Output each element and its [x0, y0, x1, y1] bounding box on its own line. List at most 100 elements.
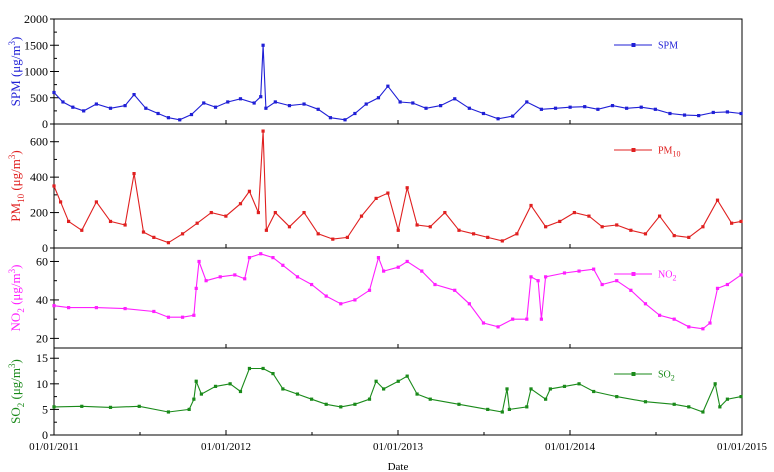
data-point-so2-44 [701, 410, 705, 414]
data-point-so2-43 [687, 405, 691, 409]
data-point-so2-27 [428, 397, 432, 401]
data-point-spm-7 [132, 93, 136, 97]
data-point-so2-28 [457, 402, 461, 406]
data-point-so2-38 [577, 382, 581, 386]
data-point-spm-35 [453, 97, 457, 101]
data-point-spm-50 [668, 111, 672, 116]
data-point-pm10-44 [600, 225, 604, 229]
data-point-spm-3 [82, 109, 86, 113]
data-point-no2-39 [544, 275, 548, 279]
data-point-no2-37 [536, 279, 540, 283]
data-point-spm-42 [553, 106, 558, 110]
data-point-so2-25 [405, 374, 409, 378]
data-point-so2-32 [507, 407, 511, 412]
data-point-spm-34 [439, 104, 443, 108]
data-point-no2-29 [433, 282, 437, 287]
data-point-pm10-41 [558, 219, 562, 224]
data-point-pm10-2 [66, 219, 71, 224]
data-point-so2-1 [80, 404, 84, 408]
data-point-pm10-52 [715, 198, 720, 202]
data-point-no2-50 [701, 327, 705, 331]
data-point-no2-35 [525, 317, 529, 321]
data-point-pm10-48 [657, 214, 662, 218]
data-point-no2-7 [192, 313, 196, 317]
data-point-no2-33 [496, 325, 500, 329]
data-point-no2-15 [259, 252, 263, 256]
data-point-pm10-30 [405, 186, 409, 190]
y-axis-label-spm: SPM (μg/m3) [7, 37, 23, 107]
data-point-spm-52 [697, 114, 701, 118]
data-point-pm10-8 [141, 230, 146, 234]
data-point-no2-36 [529, 275, 533, 279]
data-point-pm10-6 [123, 223, 127, 227]
data-point-spm-25 [328, 116, 333, 120]
data-point-pm10-14 [224, 214, 228, 218]
data-point-so2-3 [137, 404, 141, 408]
data-point-pm10-38 [515, 232, 519, 236]
data-point-spm-51 [682, 113, 687, 117]
data-point-pm10-11 [180, 232, 185, 236]
data-point-spm-6 [123, 104, 127, 108]
data-point-so2-19 [339, 405, 343, 409]
data-point-so2-12 [247, 366, 252, 371]
y-tick-label-so2-0: 0 [42, 428, 48, 442]
data-point-no2-23 [367, 288, 372, 292]
data-point-spm-32 [411, 101, 415, 105]
data-point-pm10-0 [52, 184, 56, 188]
series-line-so2 [53, 367, 742, 413]
data-point-pm10-27 [374, 196, 378, 200]
data-point-no2-17 [281, 263, 285, 267]
legend-marker-pm10 [631, 148, 636, 152]
data-point-so2-36 [548, 387, 552, 391]
data-point-no2-27 [405, 259, 409, 264]
data-point-so2-47 [725, 397, 730, 401]
x-tick-label-4: 01/01/2015 [717, 441, 768, 453]
panel-frame-spm [53, 18, 743, 125]
x-tick-label-0: 01/01/2011 [29, 441, 79, 453]
data-point-pm10-20 [273, 210, 277, 215]
data-point-pm10-17 [256, 210, 260, 215]
data-point-spm-28 [364, 102, 368, 106]
data-point-spm-31 [398, 100, 402, 104]
data-point-so2-13 [261, 366, 265, 371]
y-tick-label-no2-0: 20 [36, 331, 48, 345]
data-point-spm-17 [252, 101, 256, 105]
y-tick-label-pm10-1: 200 [30, 206, 48, 220]
data-point-so2-42 [672, 402, 676, 406]
data-point-no2-54 [739, 273, 743, 277]
data-point-no2-10 [204, 279, 208, 283]
data-point-no2-13 [243, 277, 247, 281]
data-point-spm-49 [653, 107, 657, 111]
data-point-no2-25 [382, 269, 386, 273]
data-point-spm-11 [178, 118, 182, 122]
data-point-so2-33 [525, 405, 529, 409]
data-point-pm10-26 [359, 214, 364, 218]
data-point-no2-53 [725, 282, 730, 287]
data-point-no2-47 [657, 313, 662, 317]
data-point-no2-2 [94, 306, 98, 310]
data-point-no2-52 [715, 286, 720, 290]
data-point-spm-45 [596, 107, 600, 111]
data-point-no2-41 [577, 269, 581, 273]
data-point-so2-37 [562, 384, 567, 388]
data-point-no2-30 [453, 288, 457, 292]
data-point-pm10-35 [471, 232, 476, 236]
data-point-pm10-9 [152, 235, 156, 239]
data-point-spm-15 [226, 100, 230, 104]
data-point-no2-45 [629, 288, 633, 292]
data-point-no2-26 [396, 265, 400, 269]
data-point-no2-12 [233, 273, 237, 277]
data-point-pm10-53 [730, 221, 734, 225]
data-point-spm-19 [261, 43, 265, 47]
data-point-so2-18 [324, 402, 328, 406]
data-point-pm10-3 [80, 228, 84, 232]
legend-marker-so2 [631, 372, 636, 376]
data-point-spm-44 [583, 105, 587, 109]
data-point-pm10-18 [261, 129, 265, 133]
legend-marker-no2 [631, 272, 636, 276]
data-point-so2-23 [382, 387, 386, 391]
data-point-no2-28 [420, 269, 424, 273]
data-point-pm10-32 [428, 225, 432, 229]
data-point-pm10-13 [209, 210, 213, 215]
data-point-no2-40 [562, 271, 567, 275]
